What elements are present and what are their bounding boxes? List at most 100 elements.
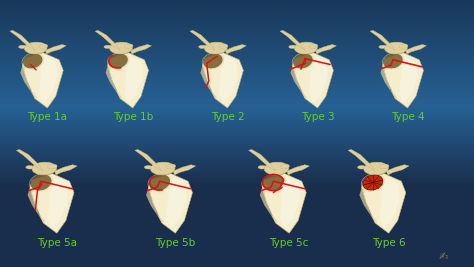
Ellipse shape [104, 45, 111, 49]
Ellipse shape [289, 45, 296, 49]
Ellipse shape [383, 53, 403, 68]
Polygon shape [370, 30, 395, 50]
Ellipse shape [280, 164, 290, 169]
Ellipse shape [264, 162, 289, 175]
Ellipse shape [151, 162, 175, 175]
Ellipse shape [263, 174, 284, 191]
Polygon shape [27, 187, 46, 223]
Polygon shape [348, 150, 375, 171]
Ellipse shape [379, 164, 389, 169]
Ellipse shape [357, 166, 366, 169]
Polygon shape [20, 66, 37, 99]
Ellipse shape [18, 45, 26, 49]
Polygon shape [280, 177, 301, 228]
Ellipse shape [203, 53, 223, 68]
Polygon shape [30, 174, 74, 233]
Ellipse shape [258, 166, 266, 169]
Polygon shape [190, 30, 215, 50]
Polygon shape [131, 45, 152, 54]
Ellipse shape [109, 42, 132, 54]
Text: Type 1a: Type 1a [27, 112, 67, 122]
Ellipse shape [31, 174, 52, 191]
Polygon shape [17, 150, 44, 171]
Ellipse shape [39, 44, 47, 48]
Polygon shape [135, 150, 162, 171]
Ellipse shape [24, 42, 47, 54]
Polygon shape [280, 30, 305, 50]
Polygon shape [124, 56, 143, 103]
Polygon shape [309, 56, 328, 103]
Polygon shape [201, 66, 217, 99]
Polygon shape [291, 66, 307, 99]
Ellipse shape [166, 164, 176, 169]
Polygon shape [55, 165, 77, 175]
Ellipse shape [32, 162, 56, 175]
Ellipse shape [363, 174, 383, 191]
Text: Type 5b: Type 5b [155, 238, 195, 248]
Polygon shape [202, 53, 243, 108]
Text: Type 3: Type 3 [301, 112, 334, 122]
Ellipse shape [384, 42, 407, 54]
Ellipse shape [219, 44, 228, 48]
Ellipse shape [23, 53, 43, 68]
Polygon shape [166, 177, 187, 228]
Polygon shape [10, 30, 35, 50]
Polygon shape [173, 165, 196, 175]
Polygon shape [406, 45, 427, 54]
Text: Type 6: Type 6 [372, 238, 405, 248]
Ellipse shape [109, 53, 128, 68]
Ellipse shape [399, 44, 408, 48]
Polygon shape [46, 45, 66, 54]
Polygon shape [287, 165, 310, 175]
Text: Type 5c: Type 5c [269, 238, 309, 248]
Polygon shape [226, 45, 246, 54]
Polygon shape [202, 46, 221, 53]
Text: Type 4: Type 4 [391, 112, 424, 122]
Polygon shape [219, 56, 238, 103]
Polygon shape [148, 174, 192, 233]
Polygon shape [383, 46, 401, 53]
Ellipse shape [149, 174, 170, 191]
Polygon shape [262, 174, 306, 233]
Ellipse shape [47, 164, 57, 169]
Polygon shape [30, 166, 50, 174]
Polygon shape [48, 177, 68, 228]
Ellipse shape [204, 42, 227, 54]
Text: ✍: ✍ [438, 251, 448, 261]
Polygon shape [359, 187, 377, 223]
Ellipse shape [363, 175, 383, 190]
Polygon shape [381, 66, 397, 99]
Ellipse shape [26, 166, 34, 169]
Polygon shape [146, 187, 164, 223]
Polygon shape [148, 166, 169, 174]
Ellipse shape [379, 45, 386, 49]
Ellipse shape [364, 162, 388, 175]
Polygon shape [380, 177, 400, 228]
Text: Type 1b: Type 1b [113, 112, 153, 122]
Polygon shape [316, 45, 337, 54]
Ellipse shape [294, 42, 317, 54]
Polygon shape [292, 46, 311, 53]
Ellipse shape [144, 166, 153, 169]
Polygon shape [106, 66, 122, 99]
Ellipse shape [124, 44, 133, 48]
Polygon shape [22, 53, 63, 108]
Polygon shape [39, 56, 58, 103]
Polygon shape [108, 53, 148, 108]
Polygon shape [260, 187, 278, 223]
Polygon shape [362, 166, 382, 174]
Polygon shape [108, 46, 127, 53]
Ellipse shape [309, 44, 318, 48]
Polygon shape [95, 30, 120, 50]
Polygon shape [362, 174, 406, 233]
Polygon shape [386, 165, 409, 175]
Polygon shape [262, 166, 283, 174]
Text: Type 5a: Type 5a [37, 238, 77, 248]
Text: Type 2: Type 2 [211, 112, 244, 122]
Polygon shape [383, 53, 423, 108]
Polygon shape [248, 150, 276, 171]
Ellipse shape [293, 53, 313, 68]
Polygon shape [292, 53, 333, 108]
Polygon shape [399, 56, 418, 103]
Ellipse shape [199, 45, 206, 49]
